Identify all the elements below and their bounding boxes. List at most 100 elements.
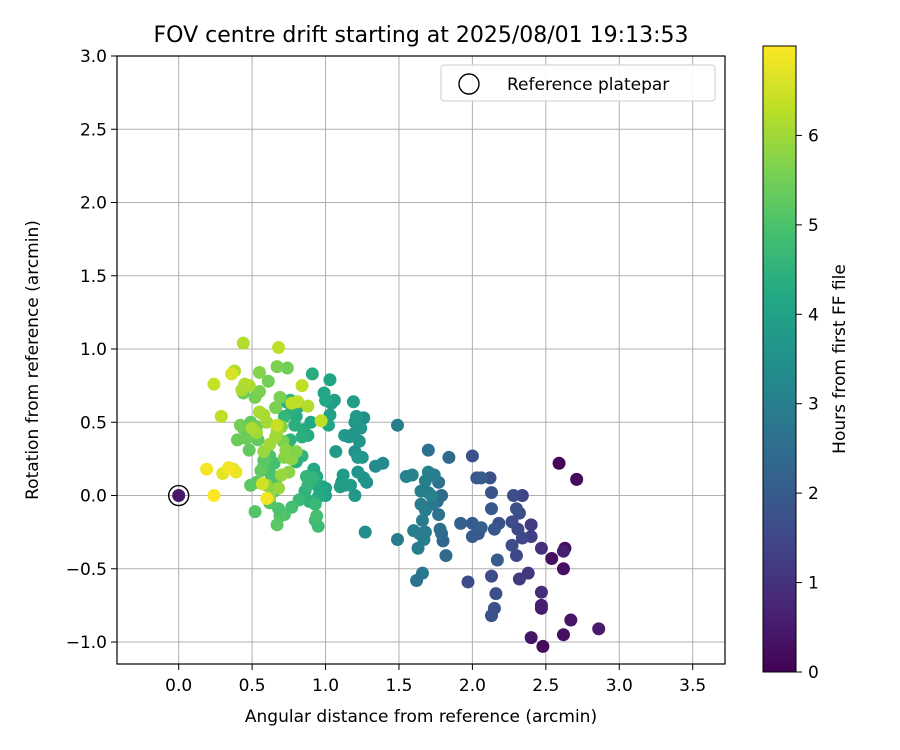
data-point: [534, 598, 548, 612]
data-point: [329, 445, 343, 459]
x-tick-label: 1.5: [385, 676, 412, 696]
data-point: [391, 418, 405, 432]
data-point: [305, 471, 319, 485]
data-point: [427, 468, 441, 482]
colorbar-tick-label: 4: [808, 305, 819, 325]
data-point: [252, 384, 266, 398]
data-point: [432, 508, 446, 522]
data-point: [207, 489, 221, 503]
data-point: [254, 464, 268, 478]
data-point: [442, 450, 456, 464]
data-point: [225, 367, 239, 381]
x-tick-label: 1.0: [312, 676, 339, 696]
data-point: [273, 390, 287, 404]
data-point: [534, 541, 548, 555]
legend-marker: [458, 73, 480, 95]
y-axis-ticks: −1.0 −0.5 0.0 0.5 1.0 1.5 2.0 2.5 3.0: [66, 47, 117, 653]
data-point: [342, 430, 356, 444]
data-point: [272, 481, 286, 495]
data-point: [311, 519, 325, 533]
colorbar-tick-label: 5: [808, 216, 819, 236]
data-point: [484, 569, 498, 583]
data-point: [407, 524, 421, 538]
data-point: [509, 502, 523, 516]
data-point: [424, 489, 438, 503]
legend-label: Reference platepar: [507, 75, 669, 95]
data-point: [252, 365, 266, 379]
data-point: [295, 379, 309, 393]
data-point: [252, 405, 266, 419]
data-point: [415, 513, 429, 527]
data-point: [391, 532, 405, 546]
data-point: [323, 373, 337, 387]
data-point: [348, 489, 362, 503]
x-tick-label: 2.0: [459, 676, 486, 696]
data-point: [301, 399, 315, 413]
y-tick-label: 1.5: [80, 267, 107, 287]
data-point: [242, 443, 256, 457]
data-point: [545, 552, 559, 566]
plot-frame: [116, 55, 726, 665]
x-axis-label: Angular distance from reference (arcmin): [245, 707, 597, 727]
x-tick-label: 3.5: [679, 676, 706, 696]
data-point: [235, 383, 249, 397]
data-points: [200, 336, 606, 653]
legend: Reference platepar: [440, 64, 716, 102]
data-point: [487, 601, 501, 615]
x-tick-label: 0.5: [239, 676, 266, 696]
data-point: [410, 573, 424, 587]
colorbar-tick-label: 2: [808, 484, 819, 504]
data-point: [233, 418, 247, 432]
data-point: [435, 489, 449, 503]
y-tick-label: 0.5: [80, 413, 107, 433]
data-point: [351, 450, 365, 464]
data-point: [264, 468, 278, 482]
data-point: [336, 468, 350, 482]
data-point: [376, 456, 390, 470]
data-point: [487, 522, 501, 536]
data-point: [490, 553, 504, 567]
data-point: [461, 575, 475, 589]
y-tick-label: 3.0: [80, 47, 107, 67]
data-point: [505, 538, 519, 552]
data-point: [261, 374, 275, 388]
data-point: [556, 544, 570, 558]
data-point: [248, 505, 262, 519]
data-point: [230, 433, 244, 447]
data-point: [207, 377, 221, 391]
data-point: [418, 525, 432, 539]
data-point: [418, 503, 432, 517]
data-point: [474, 521, 488, 535]
data-point: [507, 489, 521, 503]
y-tick-label: 1.0: [80, 340, 107, 360]
data-point: [512, 572, 526, 586]
reference-point-ring: [167, 484, 190, 507]
data-point: [280, 361, 294, 375]
data-point: [524, 631, 538, 645]
data-point: [310, 509, 324, 523]
data-point: [346, 395, 360, 409]
x-tick-label: 0.0: [165, 676, 192, 696]
chart-title: FOV centre drift starting at 2025/08/01 …: [154, 23, 689, 48]
data-point: [288, 418, 302, 432]
y-axis-label: Rotation from reference (arcmin): [23, 220, 43, 500]
data-point: [245, 421, 259, 435]
data-point: [509, 549, 523, 563]
data-point: [405, 468, 419, 482]
colorbar-tick-label: 0: [808, 663, 819, 683]
y-tick-label: 2.0: [80, 194, 107, 214]
data-point: [570, 472, 584, 486]
data-point: [524, 518, 538, 532]
data-point: [255, 477, 269, 491]
data-point: [269, 401, 283, 415]
data-point: [349, 409, 363, 423]
data-point: [200, 462, 214, 476]
colorbar: 0 1 2 3 4 5 6 Hours from first FF file: [762, 45, 850, 683]
data-point: [236, 336, 250, 350]
data-point: [564, 613, 578, 627]
x-axis-ticks: 0.0 0.5 1.0 1.5 2.0 2.5 3.0 3.5: [165, 664, 706, 696]
colorbar-tick-label: 1: [808, 574, 819, 594]
reference-point-dot: [172, 489, 186, 503]
data-point: [305, 367, 319, 381]
